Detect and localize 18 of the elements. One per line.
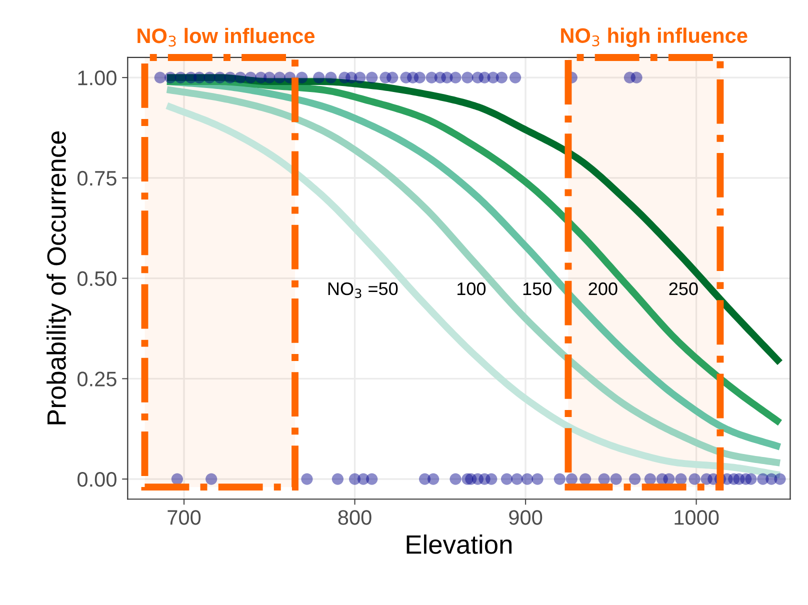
y-tick-label: 0.00 (78, 472, 116, 487)
series-label: 200 (588, 282, 618, 296)
x-axis-title: Elevation (406, 534, 512, 554)
y-tick-label: 0.75 (78, 170, 116, 186)
y-tick-label: 0.50 (78, 271, 116, 286)
y-tick-label: 1.00 (78, 70, 116, 86)
series-label: 150 (523, 282, 552, 296)
x-tick-label: 700 (168, 510, 201, 525)
band-label: NO$_{3}$ low influence (138, 28, 315, 47)
series-label: 100 (458, 282, 486, 296)
x-tick-label: 900 (509, 510, 542, 525)
series-label: NO$_{3}$ =50 (328, 282, 398, 298)
x-tick-label: 800 (338, 510, 372, 525)
series-label: 250 (669, 282, 698, 296)
band-label: NO$_{3}$ high influence (561, 28, 748, 48)
y-axis-title: Probability of Occurrence (46, 131, 72, 424)
y-tick-label: 0.25 (78, 372, 116, 386)
x-tick-label: 1000 (674, 510, 719, 525)
